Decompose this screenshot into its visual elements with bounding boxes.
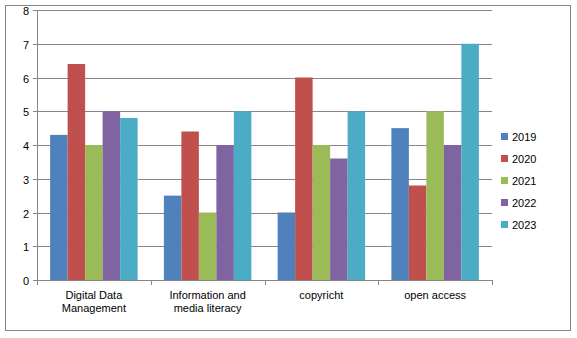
legend-label: 2019	[512, 131, 536, 143]
legend-swatch	[501, 133, 508, 140]
y-tick	[33, 280, 37, 281]
legend-swatch	[501, 177, 508, 184]
bar	[234, 111, 252, 280]
y-tick-label: 3	[23, 174, 29, 186]
y-axis	[37, 10, 38, 280]
y-tick-label: 0	[23, 275, 29, 287]
x-tick-label-line: Management	[62, 302, 126, 314]
grid-line	[37, 44, 492, 45]
legend-swatch	[501, 155, 508, 162]
x-tick	[492, 280, 493, 285]
legend-label: 2021	[512, 175, 536, 187]
x-tick	[37, 280, 38, 285]
bar	[426, 111, 444, 280]
bar	[68, 64, 86, 280]
bar	[85, 145, 103, 280]
y-tick	[33, 179, 37, 180]
x-tick-label: copyricht	[299, 289, 343, 301]
y-tick-label: 5	[23, 106, 29, 118]
y-tick-label: 4	[23, 140, 29, 152]
grid-line	[37, 280, 492, 281]
bar	[295, 78, 313, 281]
y-tick	[33, 111, 37, 112]
bar	[199, 213, 217, 281]
bar	[330, 159, 348, 281]
bars	[50, 44, 479, 280]
legend-swatch	[501, 221, 508, 228]
grid-line	[37, 78, 492, 79]
bar	[391, 128, 409, 280]
y-tick	[33, 10, 37, 11]
grid: 0 1 2 3 4 5 6 7 8	[23, 5, 492, 287]
bar	[216, 145, 234, 280]
legend-label: 2023	[512, 219, 536, 231]
chart-container: 0 1 2 3 4 5 6 7 8 Digital DataManagement Informati…	[0, 0, 577, 338]
y-tick-label: 6	[23, 73, 29, 85]
y-tick-label: 1	[23, 241, 29, 253]
legend-label: 2020	[512, 153, 536, 165]
x-tick	[151, 280, 152, 285]
y-tick-label: 7	[23, 39, 29, 51]
bar	[313, 145, 331, 280]
y-tick	[33, 246, 37, 247]
y-tick	[33, 213, 37, 214]
chart-border	[6, 6, 571, 331]
x-tick-label-line: media literacy	[174, 302, 242, 314]
x-tick	[378, 280, 379, 285]
x-axis	[37, 280, 492, 281]
y-tick	[33, 44, 37, 45]
x-tick-label: open access	[404, 289, 466, 301]
x-tick-label: Information andmedia literacy	[169, 289, 245, 314]
legend-swatch	[501, 199, 508, 206]
bar	[103, 111, 121, 280]
y-tick-label: 2	[23, 208, 29, 220]
x-tick-label-line: Information and	[169, 289, 245, 301]
chart-svg: 0 1 2 3 4 5 6 7 8 Digital DataManagement Informati…	[0, 0, 577, 338]
bar	[278, 213, 296, 281]
bar	[461, 44, 479, 280]
legend-label: 2022	[512, 197, 536, 209]
x-tick	[265, 280, 266, 285]
bar	[50, 135, 68, 280]
bar	[164, 196, 182, 280]
bar	[409, 186, 427, 281]
x-tick-label: Digital DataManagement	[62, 289, 126, 314]
y-tick-label: 8	[23, 5, 29, 17]
grid-line	[37, 10, 492, 11]
bar	[348, 111, 366, 280]
x-tick-label-line: copyricht	[299, 289, 343, 301]
x-tick-label-line: Digital Data	[65, 289, 123, 301]
bar	[120, 118, 138, 280]
y-tick	[33, 78, 37, 79]
y-tick	[33, 145, 37, 146]
bar	[181, 132, 199, 281]
bar	[444, 145, 462, 280]
x-tick-label-line: open access	[404, 289, 466, 301]
legend: 2019 2020 2021 2022 2023	[501, 131, 536, 231]
